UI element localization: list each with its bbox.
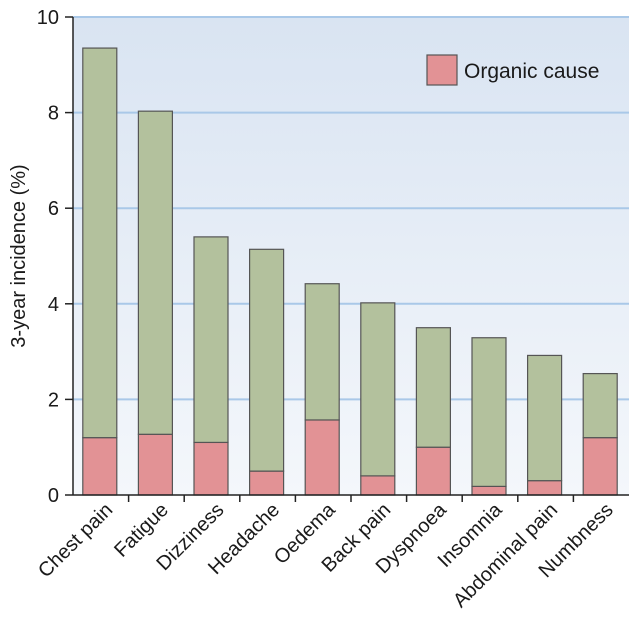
x-tick-labels: Chest painFatigueDizzinessHeadacheOedema… [34, 498, 618, 612]
bar-other [82, 47, 118, 439]
bars [82, 47, 618, 496]
y-tick-label: 6 [48, 198, 59, 220]
bar-organic-cause [249, 470, 285, 496]
y-tick-labels: 0 2 4 6 8 10 [37, 7, 59, 507]
legend-swatch-organic-cause [426, 54, 458, 86]
x-tick-label: Chest pain [34, 499, 117, 582]
bar-organic-cause [471, 485, 507, 496]
bar-organic-cause [193, 441, 229, 496]
y-tick-label: 4 [48, 294, 59, 316]
bar-organic-cause [304, 419, 340, 496]
bar-other [415, 327, 451, 448]
bar-organic-cause [526, 480, 563, 496]
legend-label-organic-cause: Organic cause [464, 60, 599, 83]
y-tick-label: 8 [48, 103, 59, 125]
y-tick-label: 2 [48, 389, 59, 411]
y-tick-label: 10 [37, 7, 59, 29]
bar-organic-cause [582, 437, 618, 496]
bar-organic-cause [360, 475, 396, 496]
bar-other [360, 302, 396, 477]
bar-other [249, 248, 285, 472]
bar-other [471, 337, 507, 487]
bar-organic-cause [82, 437, 118, 496]
axes [65, 16, 629, 502]
y-axis-title: 3-year incidence (%) [8, 164, 30, 347]
bar-other [193, 236, 229, 444]
bar-organic-cause [415, 446, 451, 496]
bar-other [304, 283, 340, 421]
bar-organic-cause [137, 433, 173, 496]
bar-other [582, 372, 618, 439]
y-tick-label: 0 [48, 485, 59, 507]
bar-other [526, 354, 563, 482]
legend: Organic cause [426, 54, 599, 86]
bar-other [137, 110, 173, 435]
